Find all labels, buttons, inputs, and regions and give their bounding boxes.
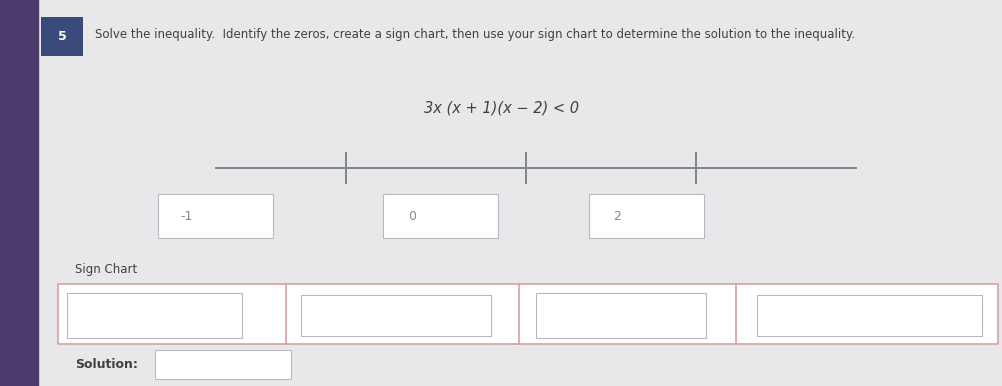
FancyBboxPatch shape: [157, 194, 273, 238]
FancyBboxPatch shape: [41, 17, 83, 56]
FancyBboxPatch shape: [155, 350, 291, 379]
Bar: [0, 0, 38, 386]
Text: 2: 2: [613, 210, 621, 223]
FancyBboxPatch shape: [383, 194, 498, 238]
Text: Solution:: Solution:: [75, 358, 138, 371]
FancyBboxPatch shape: [301, 295, 491, 336]
Text: 5: 5: [58, 30, 66, 43]
FancyBboxPatch shape: [589, 194, 703, 238]
FancyBboxPatch shape: [757, 295, 982, 336]
FancyBboxPatch shape: [536, 293, 706, 338]
Text: 0: 0: [408, 210, 416, 223]
Text: Solve the inequality.  Identify the zeros, create a sign chart, then use your si: Solve the inequality. Identify the zeros…: [95, 28, 856, 41]
Text: -1: -1: [180, 210, 192, 223]
FancyBboxPatch shape: [67, 293, 242, 338]
FancyBboxPatch shape: [58, 284, 998, 344]
Text: 3x (x + 1)(x − 2) < 0: 3x (x + 1)(x − 2) < 0: [424, 101, 578, 115]
Text: Sign Chart: Sign Chart: [75, 263, 137, 276]
